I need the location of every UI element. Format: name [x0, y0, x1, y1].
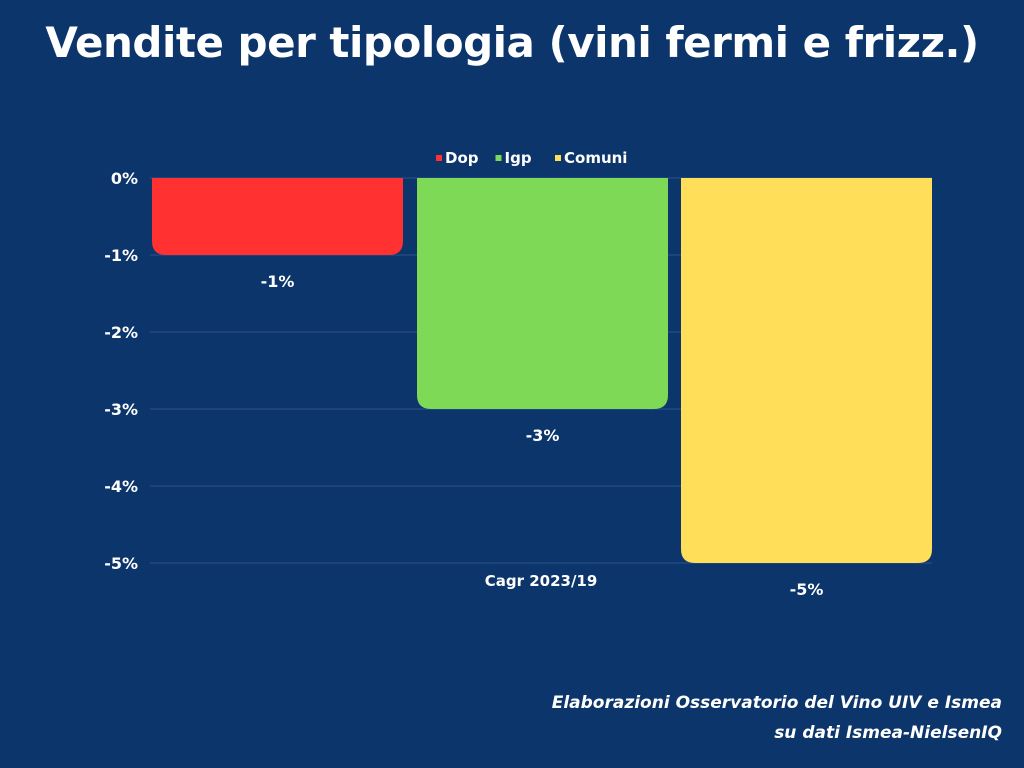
y-tick-label: -5%: [104, 554, 138, 573]
legend-label-igp: Igp: [505, 149, 532, 167]
legend-swatch-comuni: [555, 155, 561, 161]
x-tick-label: Cagr 2023/19: [485, 572, 598, 590]
data-label: -5%: [790, 580, 824, 599]
chart-title: Vendite per tipologia (vini fermi e friz…: [45, 18, 979, 67]
legend-swatch-igp: [495, 155, 502, 161]
legend-label-comuni: Comuni: [564, 149, 627, 167]
source-line-2: su dati Ismea-NielsenIQ: [774, 723, 1002, 743]
y-tick-label: -2%: [104, 323, 138, 342]
y-tick-label: -3%: [104, 400, 138, 419]
data-label: -3%: [526, 426, 560, 445]
bar-dop: [152, 178, 403, 255]
y-tick-label: -4%: [104, 477, 138, 496]
legend-swatch-dop: [436, 155, 442, 161]
y-tick-label: -1%: [104, 246, 138, 265]
source-line-1: Elaborazioni Osservatorio del Vino UIV e…: [551, 693, 1002, 713]
legend-label-dop: Dop: [445, 149, 479, 167]
bar-comuni: [681, 178, 932, 563]
data-label: -1%: [261, 272, 295, 291]
y-tick-label: 0%: [111, 169, 138, 188]
source-note: Elaborazioni Osservatorio del Vino UIV e…: [552, 688, 1002, 748]
bar-igp: [417, 178, 668, 409]
